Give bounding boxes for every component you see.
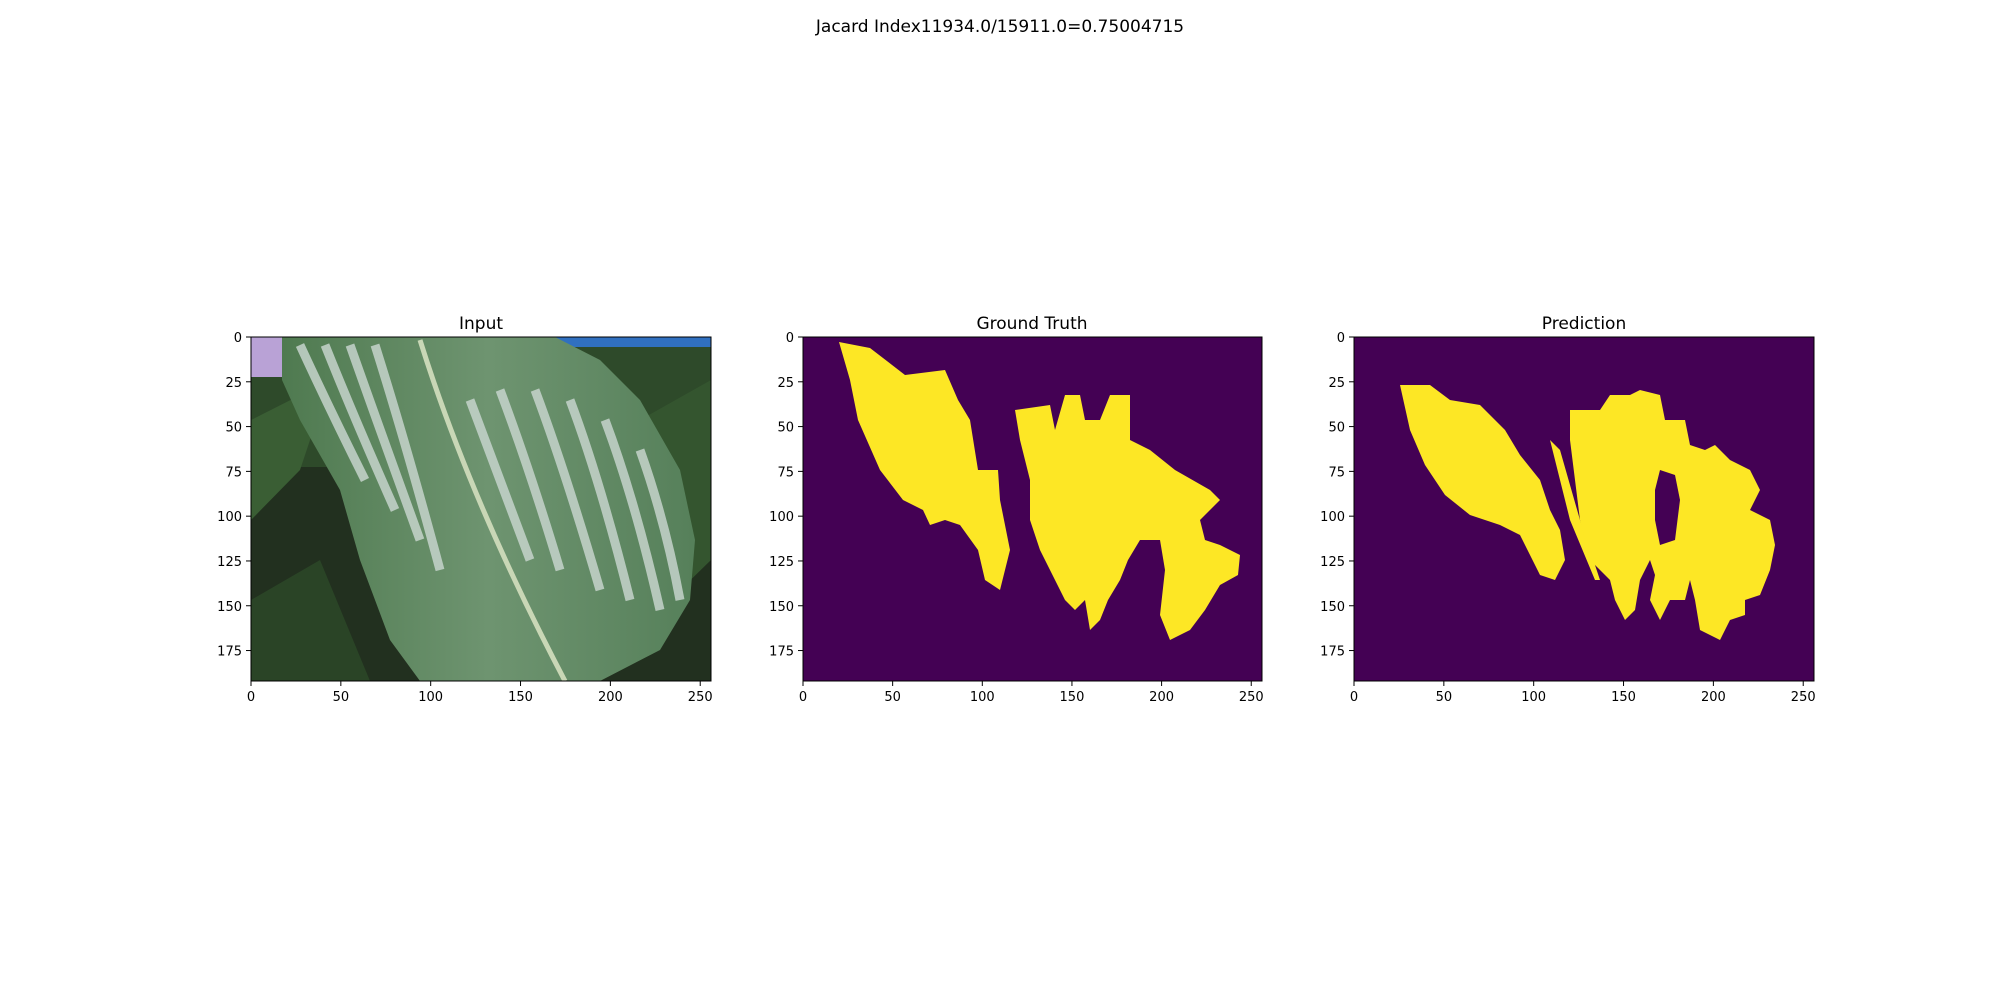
x-tick-label: 100 — [418, 690, 443, 705]
x-tick-label: 250 — [1791, 690, 1816, 705]
x-tick-label: 200 — [1149, 690, 1174, 705]
panel-input: Input 0 50 100 15 — [217, 314, 712, 705]
y-tick-label: 150 — [1320, 600, 1345, 615]
axis-ticks: 0 50 100 150 200 250 0 25 50 75 100 125 150 175 — [1320, 331, 1815, 705]
x-tick-label: 250 — [688, 690, 713, 705]
y-tick-label: 0 — [786, 331, 794, 346]
figure-suptitle: Jacard Index11934.0/15911.0=0.75004715 — [815, 17, 1185, 37]
panel-prediction: Prediction 0 50 100 150 200 250 0 25 50 75 100 125 1… — [1320, 314, 1815, 705]
y-tick-label: 50 — [1328, 421, 1345, 436]
y-tick-label: 50 — [225, 421, 242, 436]
x-tick-label: 200 — [598, 690, 623, 705]
x-tick-label: 0 — [799, 690, 807, 705]
y-tick-label: 175 — [217, 645, 242, 660]
y-tick-label: 25 — [225, 376, 242, 391]
y-tick-label: 125 — [769, 555, 794, 570]
x-tick-label: 0 — [247, 690, 255, 705]
x-tick-label: 200 — [1701, 690, 1726, 705]
y-tick-label: 50 — [777, 421, 794, 436]
y-tick-label: 100 — [1320, 510, 1345, 525]
ground-truth-mask — [803, 337, 1262, 681]
axes-frame — [250, 336, 712, 682]
axis-ticks: 0 50 100 150 200 250 0 25 50 75 100 125 150 175 — [769, 331, 1263, 705]
y-tick-label: 25 — [777, 376, 794, 391]
panel-title: Ground Truth — [976, 314, 1087, 334]
y-tick-label: 100 — [217, 510, 242, 525]
x-tick-label: 50 — [884, 690, 901, 705]
x-tick-label: 50 — [1436, 690, 1453, 705]
panel-title: Input — [459, 314, 503, 334]
y-tick-label: 0 — [234, 331, 242, 346]
y-tick-label: 150 — [217, 600, 242, 615]
axes-frame — [802, 336, 1263, 682]
panel-ground-truth: Ground Truth 0 50 100 150 200 250 0 25 50 75 100 12… — [769, 314, 1263, 705]
prediction-mask — [1354, 337, 1814, 681]
y-tick-label: 150 — [769, 600, 794, 615]
x-tick-label: 250 — [1239, 690, 1264, 705]
y-tick-label: 75 — [1328, 465, 1345, 480]
y-tick-label: 75 — [225, 465, 242, 480]
x-tick-label: 100 — [1521, 690, 1546, 705]
y-tick-label: 175 — [1320, 645, 1345, 660]
axes-frame — [1353, 336, 1815, 682]
y-tick-label: 75 — [777, 465, 794, 480]
x-tick-label: 50 — [333, 690, 350, 705]
y-tick-label: 0 — [1337, 331, 1345, 346]
x-tick-label: 150 — [1060, 690, 1085, 705]
y-tick-label: 175 — [769, 645, 794, 660]
x-tick-label: 150 — [508, 690, 533, 705]
x-tick-label: 150 — [1611, 690, 1636, 705]
y-tick-label: 125 — [217, 555, 242, 570]
axis-ticks: 0 50 100 150 200 250 0 25 50 75 100 125 150 175 — [217, 331, 712, 705]
x-tick-label: 100 — [970, 690, 995, 705]
y-tick-label: 125 — [1320, 555, 1345, 570]
x-tick-label: 0 — [1350, 690, 1358, 705]
leaf-photo — [251, 337, 711, 681]
y-tick-label: 25 — [1328, 376, 1345, 391]
y-tick-label: 100 — [769, 510, 794, 525]
panel-title: Prediction — [1542, 314, 1626, 334]
